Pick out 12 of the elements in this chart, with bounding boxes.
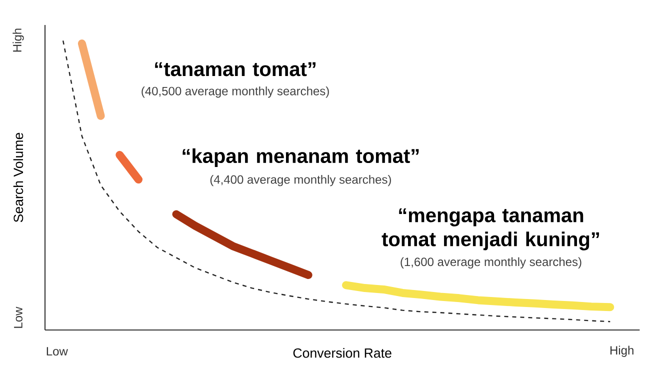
text: High <box>610 346 634 357</box>
text: Low <box>14 306 22 328</box>
annotation: (1,600 average monthly searches) <box>400 257 582 268</box>
text: Low <box>46 347 68 356</box>
annotation: “mengapa tanaman tomat menjadi kuning” <box>382 208 599 250</box>
annotation: (4,400 average monthly searches) <box>210 174 391 186</box>
text: High <box>12 28 24 52</box>
y-axis-title: Search Volume <box>13 132 24 222</box>
x-axis-title: Conversion Rate <box>293 348 392 358</box>
annotation: (40,500 average monthly searches) <box>142 86 329 98</box>
annotation: “tanaman tomat” <box>155 62 316 76</box>
annotation: “kapan menanam tomat” <box>182 148 419 167</box>
